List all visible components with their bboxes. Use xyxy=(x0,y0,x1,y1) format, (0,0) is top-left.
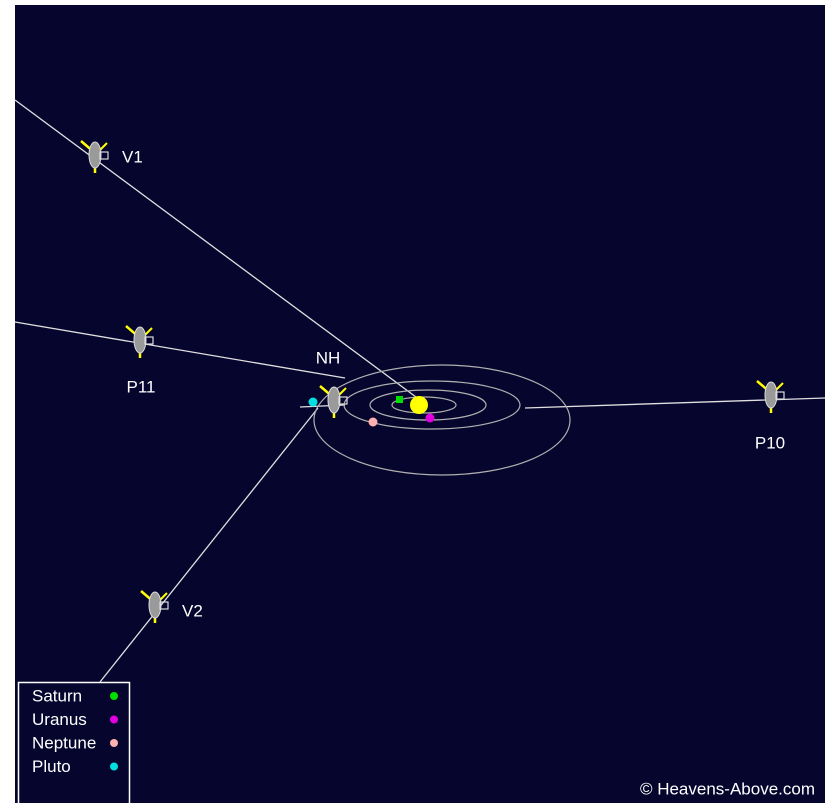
legend-label: Neptune xyxy=(32,733,96,752)
neptune xyxy=(368,417,378,427)
legend-dot xyxy=(110,715,118,724)
saturn-orbit xyxy=(391,396,457,414)
legend-label: Uranus xyxy=(32,710,87,729)
spacecraft-label: NH xyxy=(316,348,341,367)
v1-trajectory xyxy=(14,99,421,401)
neptune-orbit xyxy=(343,380,521,430)
pluto xyxy=(308,397,318,407)
credit: © Heavens-Above.com xyxy=(640,779,815,798)
legend: Saturn Uranus Neptune Pluto xyxy=(17,681,131,803)
spacecraft-label: P11 xyxy=(127,377,156,396)
spacecraft-label: P10 xyxy=(755,433,785,452)
pluto-orbit xyxy=(313,364,571,476)
uranus xyxy=(425,413,435,423)
spacecraft-label: V2 xyxy=(182,601,203,620)
sun xyxy=(410,396,428,414)
legend-label: Pluto xyxy=(32,757,71,776)
legend-dot xyxy=(110,692,118,700)
spacecraft-label: V1 xyxy=(122,147,143,166)
saturn xyxy=(396,396,403,403)
p11-trajectory xyxy=(14,321,346,379)
v2-trajectory xyxy=(99,407,319,683)
legend-dot xyxy=(110,739,118,747)
trajectories xyxy=(14,99,825,683)
legend-label: Saturn xyxy=(32,686,82,705)
legend-dot xyxy=(110,762,118,771)
